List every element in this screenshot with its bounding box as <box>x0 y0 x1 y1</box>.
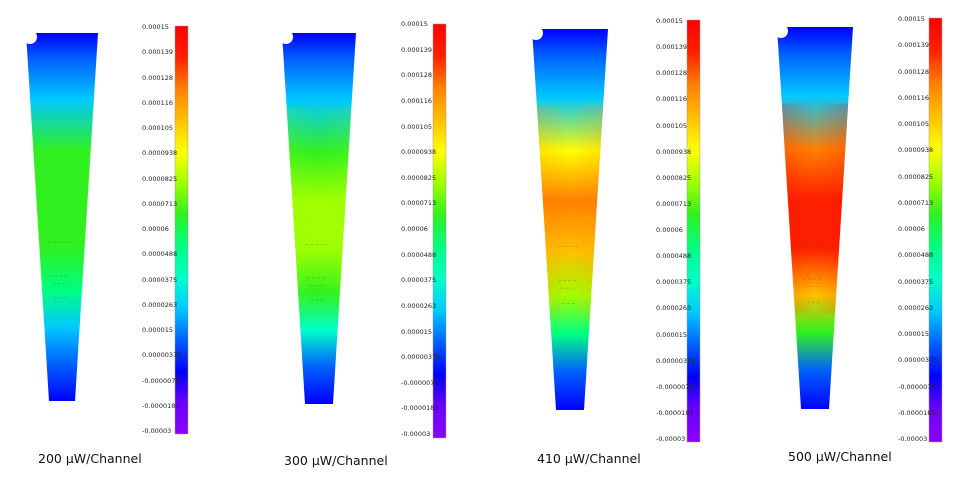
colorbar <box>174 25 189 435</box>
colorbar <box>686 19 701 443</box>
colorbar-tick-label: -0.0000075 <box>401 378 439 387</box>
colorbar-tick-label: 0.0000713 <box>401 199 437 208</box>
panel-200uw: 0.00015 0.000139 0.000128 0.000116 0.000105 0… <box>18 0 208 477</box>
colorbar-tick-label: -0.00003 <box>401 429 431 438</box>
colorbar-tick-label: -0.0000187 <box>656 408 694 417</box>
colorbar-tick-label: 0.00015 <box>401 19 428 28</box>
colorbar-tick-label: 0.000139 <box>656 42 688 51</box>
colorbar-tick-label: -0.0000075 <box>142 376 180 385</box>
colorbar-tick-label: -0.0000187 <box>142 401 180 410</box>
colorbar-tick-label: 0.000015 <box>401 327 433 336</box>
colorbar-tick-label: 0.00000375 <box>656 356 696 365</box>
heatmap-shape <box>774 24 853 409</box>
heatmap-shape <box>23 30 98 401</box>
colorbar-tick-label: 0.000116 <box>401 96 433 105</box>
colorbar-tick-label: -0.00003 <box>898 434 928 443</box>
heatmap-shape <box>279 30 356 404</box>
colorbar-tick-label: 0.0000375 <box>401 276 437 284</box>
colorbar-tick-label: -0.00003 <box>142 426 172 435</box>
colorbar-tick-label: 0.00006 <box>656 225 683 234</box>
colorbar-tick-label: 0.000128 <box>142 73 174 82</box>
colorbar-tick-label: 0.0000938 <box>142 149 178 157</box>
colorbar-tick-label: 0.0000825 <box>142 174 178 183</box>
colorbar-tick-label: 0.000015 <box>656 330 688 339</box>
colorbar-tick-label: 0.0000263 <box>656 304 692 313</box>
panel-caption: 500 µW/Channel <box>788 449 892 464</box>
colorbar-tick-label: 0.000116 <box>142 98 174 107</box>
colorbar-tick-label: 0.000128 <box>656 69 688 77</box>
panel-caption: 410 µW/Channel <box>537 451 641 466</box>
colorbar-tick-label: 0.0000488 <box>898 251 934 259</box>
panel-500uw: 0.00015 0.000139 0.000128 0.000116 0.000105 0… <box>765 0 965 477</box>
colorbar-tick-label: -0.0000187 <box>401 404 439 413</box>
colorbar <box>432 23 447 439</box>
colorbar-tick-label: 0.0000713 <box>898 198 934 207</box>
colorbar-tick-label: 0.000015 <box>898 329 930 338</box>
colorbar-tick-label: -0.0000187 <box>898 408 936 417</box>
colorbar-tick-label: 0.000116 <box>898 93 930 102</box>
colorbar-tick-label: 0.000105 <box>898 119 930 128</box>
panel-300uw: 0.00015 0.000139 0.000128 0.000116 0.000105 0… <box>270 0 470 477</box>
colorbar-tick-label: 0.0000488 <box>142 250 178 258</box>
colorbar-tick-label: 0.0000375 <box>656 278 692 286</box>
colorbar-tick-label: 0.0000488 <box>656 251 692 260</box>
colorbar-tick-label: -0.0000075 <box>898 382 936 391</box>
colorbar-tick-label: 0.00000375 <box>142 351 182 359</box>
colorbar-tick-label: 0.0000938 <box>656 147 692 156</box>
colorbar-tick-label: 0.0000263 <box>142 300 178 309</box>
colorbar-tick-label: 0.00006 <box>401 224 428 233</box>
colorbar-tick-label: 0.000116 <box>656 95 688 104</box>
colorbar-tick-label: 0.000128 <box>898 67 930 76</box>
colorbar-tick-label: -0.0000075 <box>656 382 694 391</box>
colorbar-tick-label: 0.0000713 <box>656 199 692 208</box>
colorbar-tick-label: 0.0000375 <box>898 277 934 286</box>
colorbar-tick-label: 0.0000263 <box>898 303 934 312</box>
panel-caption: 300 µW/Channel <box>284 453 388 468</box>
colorbar-tick-label: 0.000139 <box>898 41 930 49</box>
colorbar-tick-label: 0.0000825 <box>656 173 692 182</box>
colorbar-tick-label: 0.000015 <box>142 325 174 334</box>
colorbar-tick-label: -0.00003 <box>656 434 686 443</box>
colorbar-tick-label: 0.000105 <box>142 123 174 132</box>
colorbar-tick-label: 0.000128 <box>401 71 433 79</box>
colorbar-tick-label: 0.00000375 <box>401 352 441 361</box>
colorbar-tick-label: 0.0000825 <box>401 173 437 182</box>
colorbar-tick-label: 0.00015 <box>898 14 925 23</box>
colorbar-tick-label: 0.0000488 <box>401 250 437 259</box>
colorbar-tick-label: 0.00015 <box>656 16 683 25</box>
colorbar-tick-label: 0.00015 <box>142 22 169 31</box>
colorbar-tick-label: 0.0000263 <box>401 301 437 310</box>
colorbar-tick-label: 0.000105 <box>401 122 433 131</box>
colorbar-tick-label: 0.000105 <box>656 121 688 130</box>
panel-caption: 200 µW/Channel <box>38 451 142 466</box>
panel-410uw: 0.00015 0.000139 0.000128 0.000116 0.000105 0… <box>520 0 720 477</box>
colorbar-tick-label: 0.000139 <box>142 48 174 56</box>
heatmap-shape <box>529 26 608 410</box>
colorbar-tick-label: 0.00006 <box>142 224 169 233</box>
colorbar-tick-label: 0.0000375 <box>142 275 178 284</box>
colorbar-tick-label: 0.00006 <box>898 224 925 233</box>
colorbar-tick-label: 0.000139 <box>401 45 433 54</box>
colorbar <box>928 17 943 443</box>
colorbar-tick-label: 0.0000713 <box>142 199 178 208</box>
colorbar-tick-label: 0.0000938 <box>898 146 934 154</box>
colorbar-tick-label: 0.0000938 <box>401 147 437 156</box>
colorbar-tick-label: 0.00000375 <box>898 356 938 364</box>
colorbar-tick-label: 0.0000825 <box>898 172 934 181</box>
